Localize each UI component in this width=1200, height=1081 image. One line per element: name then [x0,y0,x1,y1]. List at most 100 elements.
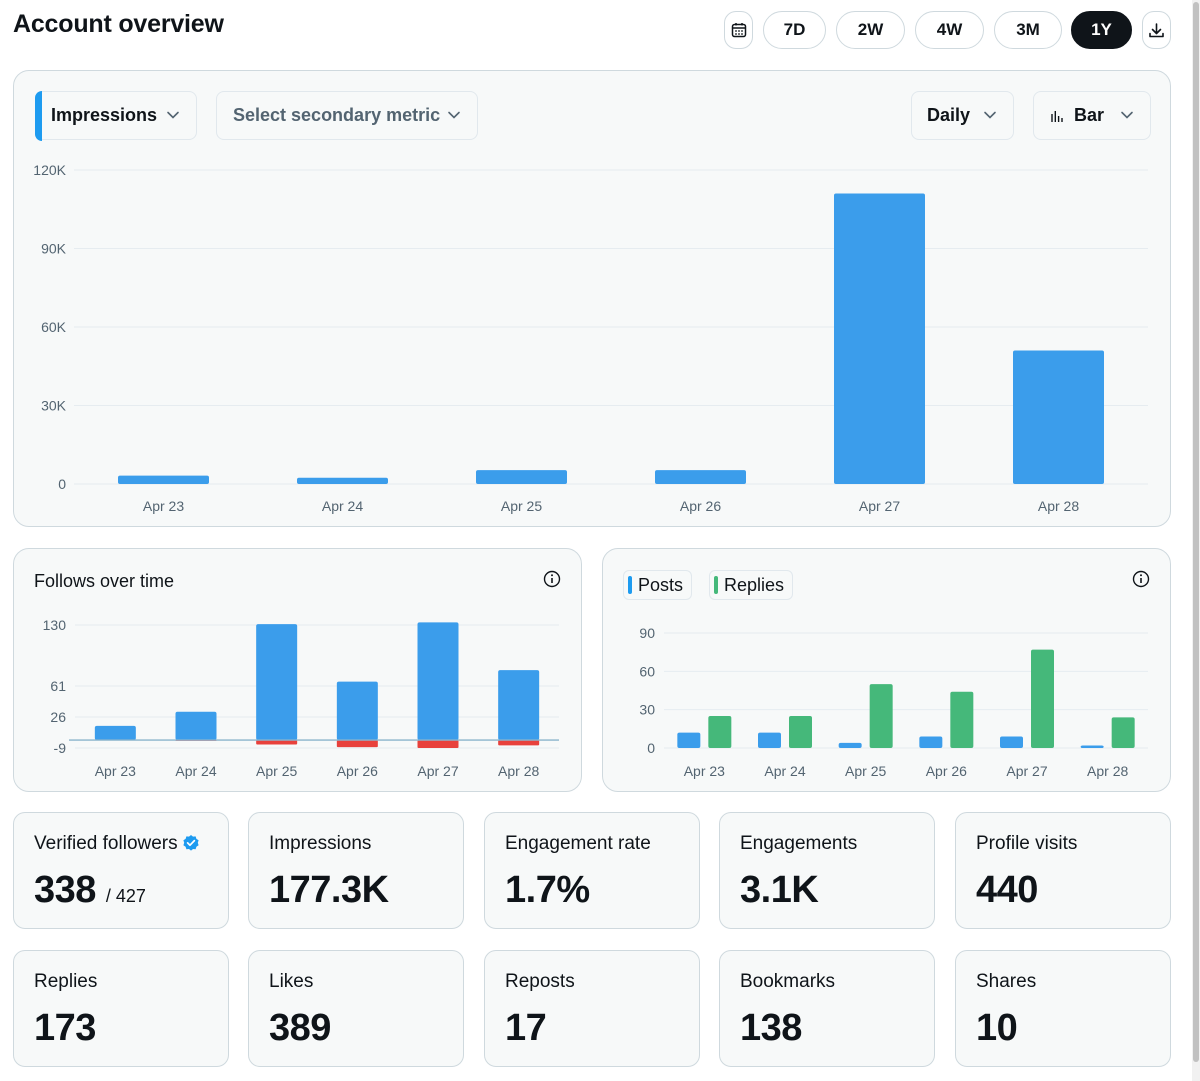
impressions-bar [476,470,567,484]
posts-replies-chart-card: Posts Replies 0 30 60 90 Apr 23 Apr 24 Apr 25 A… [602,548,1171,792]
stat-label: Verified followers [34,833,200,855]
stat-card-engagements[interactable]: Engagements 3.1K [719,812,935,929]
stat-card-verified-followers[interactable]: Verified followers 338 / 427 [13,812,229,929]
x-tick-label: Apr 25 [845,763,886,779]
unfollows-bar [336,740,378,748]
stat-subvalue: / 427 [105,886,146,906]
y-tick-label: 60K [41,319,67,335]
chart-type-select[interactable]: Bar [1033,91,1151,140]
y-tick-label: 0 [58,476,66,492]
range-3m-button[interactable]: 3M [994,11,1062,49]
legend-replies[interactable]: Replies [709,570,794,600]
y-tick-label: 30 [639,702,655,718]
impressions-bar [834,193,925,485]
impressions-bar [655,470,746,484]
granularity-label: Daily [927,105,971,125]
impressions-chart-card: Impressions Select secondary metric Dail… [13,70,1171,527]
y-tick-label: 61 [50,678,66,694]
stat-value: 440 [976,869,1038,911]
info-icon[interactable] [1132,570,1150,588]
legend-replies-swatch [714,576,718,594]
range-7d-button[interactable]: 7D [763,11,826,49]
stat-card-reposts[interactable]: Reposts 17 [484,950,700,1067]
replies-bar [708,716,732,748]
stat-card-shares[interactable]: Shares 10 [955,950,1171,1067]
y-tick-label: 60 [639,663,655,679]
stat-value: 138 [740,1007,802,1049]
download-icon [1149,22,1164,37]
stat-value: 338 / 427 [34,869,146,912]
range-2w-button[interactable]: 2W [836,11,905,49]
stat-label: Replies [34,971,98,992]
stat-card-replies[interactable]: Replies 173 [13,950,229,1067]
impressions-bar-chart: 0 30K 60K 90K 120K Apr 23 Apr 24 Apr 25 Apr 26 Ap… [33,162,1148,514]
info-icon[interactable] [543,570,561,588]
y-tick-label: 0 [647,740,655,756]
posts-bar [1080,745,1104,748]
stat-card-likes[interactable]: Likes 389 [248,950,464,1067]
unfollows-bar [256,740,298,745]
stat-card-engagement-rate[interactable]: Engagement rate 1.7% [484,812,700,929]
replies-bar [1111,717,1135,748]
legend-posts-label: Posts [638,574,684,595]
x-tick-label: Apr 27 [417,763,458,779]
impressions-bar [118,475,209,484]
legend-posts-swatch [628,576,632,594]
x-tick-label: Apr 28 [498,763,539,779]
unfollows-bar [498,740,540,746]
page-scrollbar[interactable] [1192,0,1200,1081]
x-tick-label: Apr 25 [501,498,542,514]
stat-card-impressions[interactable]: Impressions 177.3K [248,812,464,929]
y-tick-label: 120K [33,162,66,178]
chevron-down-icon [167,111,179,119]
primary-metric-select[interactable]: Impressions [34,90,197,141]
stat-label: Bookmarks [740,971,836,992]
legend-posts[interactable]: Posts [623,570,693,600]
page-title: Account overview [13,10,224,38]
stat-value: 17 [505,1007,547,1049]
stat-label: Profile visits [976,833,1078,854]
x-tick-label: Apr 23 [684,763,725,779]
y-tick-label: 30K [41,398,67,414]
download-button[interactable] [1142,11,1171,49]
chevron-down-icon [984,111,996,119]
stat-label: Shares [976,971,1037,992]
secondary-metric-select[interactable]: Select secondary metric [216,91,478,140]
posts-bar [1000,736,1023,748]
stat-value: 389 [269,1007,331,1049]
stat-label: Engagements [740,833,858,854]
posts-bar [919,736,943,748]
chart-type-label: Bar [1074,105,1105,125]
stat-card-bookmarks[interactable]: Bookmarks 138 [719,950,935,1067]
stat-label: Reposts [505,971,575,992]
follows-chart-card: Follows over time -9 26 61 130 Apr 23 Apr 24 A… [13,548,582,792]
stat-value: 1.7% [505,869,590,911]
x-tick-label: Apr 25 [256,763,297,779]
stat-label: Impressions [269,833,372,854]
y-tick-label: -9 [54,740,67,756]
stat-label-text: Verified followers [34,833,178,854]
stat-card-profile-visits[interactable]: Profile visits 440 [955,812,1171,929]
granularity-select[interactable]: Daily [911,91,1014,140]
impressions-bar [297,477,388,484]
page-scrollbar-thumb[interactable] [1193,2,1199,1062]
stat-value: 3.1K [740,869,819,911]
range-1y-button[interactable]: 1Y [1071,11,1132,49]
replies-bar [1031,649,1054,748]
x-tick-label: Apr 26 [680,498,721,514]
y-tick-label: 26 [50,709,66,725]
posts-replies-bar-chart: 0 30 60 90 Apr 23 Apr 24 Apr 25 Apr 26 Apr 27 Apr… [639,625,1148,779]
calendar-button[interactable] [724,11,753,49]
y-tick-label: 130 [43,617,67,633]
x-tick-label: Apr 27 [859,498,900,514]
secondary-metric-label: Select secondary metric [233,105,441,125]
x-tick-label: Apr 24 [322,498,363,514]
stat-value: 177.3K [269,869,389,911]
follows-bar [336,681,378,741]
bar-chart-icon [1051,110,1063,122]
stat-value: 173 [34,1007,96,1049]
follows-bar [256,624,298,741]
chevron-down-icon [448,111,460,119]
follows-bar [417,622,459,741]
range-4w-button[interactable]: 4W [915,11,984,49]
